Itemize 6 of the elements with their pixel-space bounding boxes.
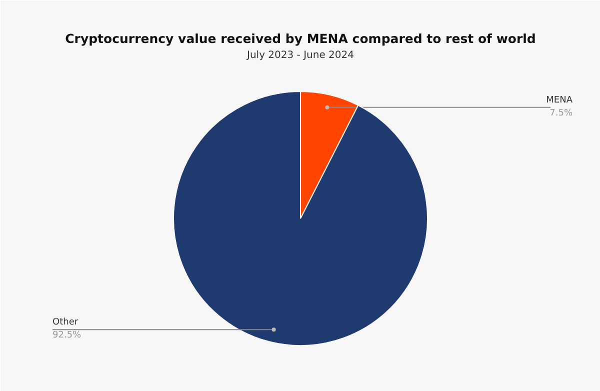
chart-title: Cryptocurrency value received by MENA compared to rest of world: [65, 31, 536, 46]
data-label: 7.5%: [550, 108, 573, 118]
slice-label: Other: [52, 318, 78, 328]
data-label: 92.5%: [52, 330, 82, 341]
chart-subtitle: July 2023 - June 2024: [246, 50, 354, 61]
slice-label: MENA: [546, 95, 574, 106]
